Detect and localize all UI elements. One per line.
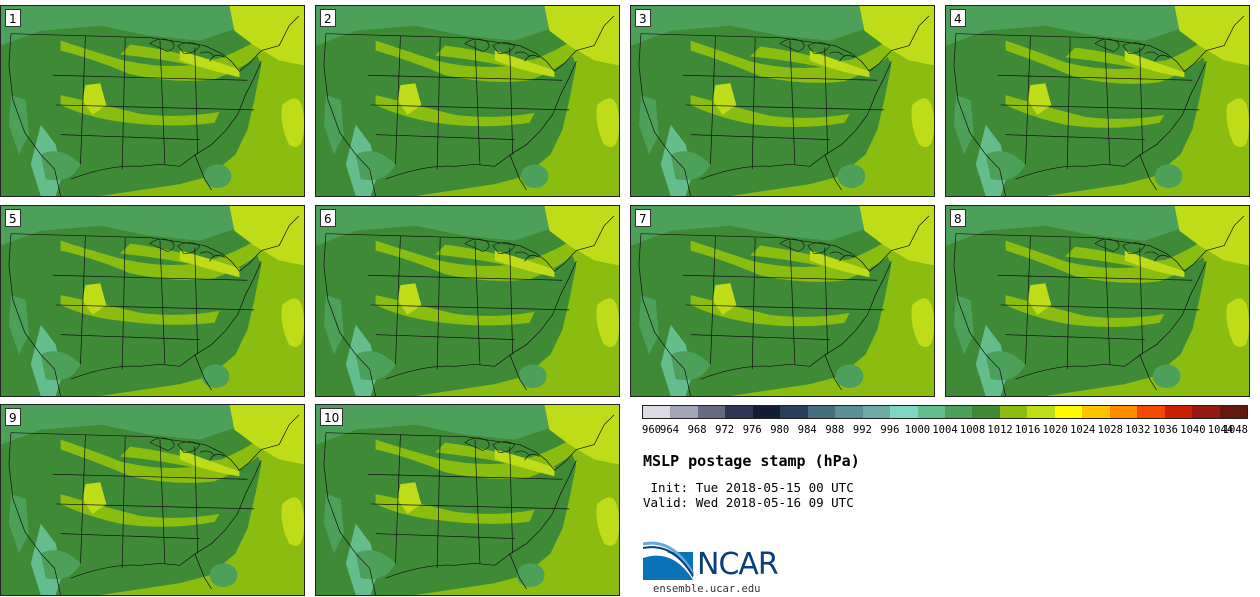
init-value: Tue 2018-05-15 00 UTC [695,480,854,495]
mslp-map [946,206,1249,396]
colorbar-tick: 1032 [1125,424,1151,436]
colorbar-tick: 996 [880,424,900,436]
member-number: 1 [5,9,21,27]
member-panel: 10 [315,404,620,596]
colorbar-swatch [835,406,863,418]
member-panel: 5 [0,205,305,397]
colorbar-swatch [807,406,836,418]
member-number: 4 [950,9,966,27]
chart-title: MSLP postage stamp (hPa) [643,452,860,470]
mslp-map [1,6,304,196]
colorbar-swatch [1219,406,1247,418]
member-panel: 3 [630,5,935,197]
colorbar-tick: 1024 [1070,424,1096,436]
colorbar-tick: 960 [642,424,661,436]
mslp-map [1,206,304,396]
mslp-map [631,6,934,196]
member-number: 9 [5,408,21,426]
colorbar-tick: 1036 [1152,424,1179,436]
colorbar-tick: 964 [660,424,680,436]
colorbar-tick-labels: 960 964 968 972 976 980 984 988 992 996 1000 1004 10… [642,424,1248,438]
colorbar-swatch [862,406,891,418]
colorbar-tick: 1048 [1222,424,1248,436]
mslp-map [316,6,619,196]
pressure-colorbar [642,405,1248,419]
colorbar-swatch [670,406,698,418]
colorbar-swatch [999,406,1028,418]
member-number: 2 [320,9,336,27]
logo-text: NCAR [697,547,779,582]
member-number: 10 [320,408,344,426]
colorbar-swatch [917,406,945,418]
member-panel: 8 [945,205,1250,397]
valid-label: Valid: [643,495,689,510]
colorbar-tick: 984 [797,424,817,436]
colorbar-swatch [1082,406,1110,418]
colorbar-swatch [1137,406,1165,418]
member-panel: 2 [315,5,620,197]
colorbar-swatch [890,406,918,418]
mslp-map [946,6,1249,196]
init-time: Init: Tue 2018-05-15 00 UTC [643,480,854,495]
colorbar-tick: 1000 [904,424,931,436]
colorbar-tick: 1020 [1042,424,1068,436]
ncar-logo-icon [643,541,695,580]
member-panel: 6 [315,205,620,397]
mslp-map [1,405,304,595]
init-label: Init: [643,480,689,495]
colorbar-swatch [1054,406,1083,418]
member-panel: 7 [630,205,935,397]
member-number: 3 [635,9,651,27]
member-number: 6 [320,209,336,227]
colorbar-tick: 1004 [932,424,958,436]
colorbar-tick: 1012 [987,424,1013,436]
colorbar-swatch [780,406,808,418]
colorbar-tick: 1008 [959,424,986,436]
colorbar-tick: 1016 [1014,424,1041,436]
colorbar-tick: 968 [687,424,707,436]
colorbar-swatch [944,406,973,418]
colorbar-swatch [1027,406,1055,418]
colorbar-tick: 972 [715,424,735,436]
valid-value: Wed 2018-05-16 09 UTC [695,495,854,510]
colorbar-tick: 1040 [1180,424,1206,436]
member-panel: 4 [945,5,1250,197]
colorbar-swatch [752,406,781,418]
mslp-map [631,206,934,396]
member-panel: 1 [0,5,305,197]
colorbar-swatch [1164,406,1193,418]
colorbar-tick: 988 [825,424,845,436]
colorbar-tick: 1028 [1097,424,1123,436]
member-number: 7 [635,209,651,227]
mslp-map [316,405,619,595]
source-url: ensemble.ucar.edu [653,583,761,595]
colorbar-tick: 1044 [1207,424,1234,436]
colorbar-swatch [1192,406,1220,418]
colorbar-tick: 976 [742,424,762,436]
colorbar-swatch [697,406,726,418]
colorbar-tick: 980 [770,424,790,436]
colorbar-swatch [972,406,1000,418]
colorbar-swatch [643,406,671,418]
colorbar-swatch [725,406,753,418]
member-panel: 9 [0,404,305,596]
colorbar-tick: 992 [852,424,872,436]
member-number: 8 [950,209,966,227]
colorbar-swatch [1109,406,1138,418]
mslp-map [316,206,619,396]
member-number: 5 [5,209,21,227]
valid-time: Valid: Wed 2018-05-16 09 UTC [643,495,854,510]
